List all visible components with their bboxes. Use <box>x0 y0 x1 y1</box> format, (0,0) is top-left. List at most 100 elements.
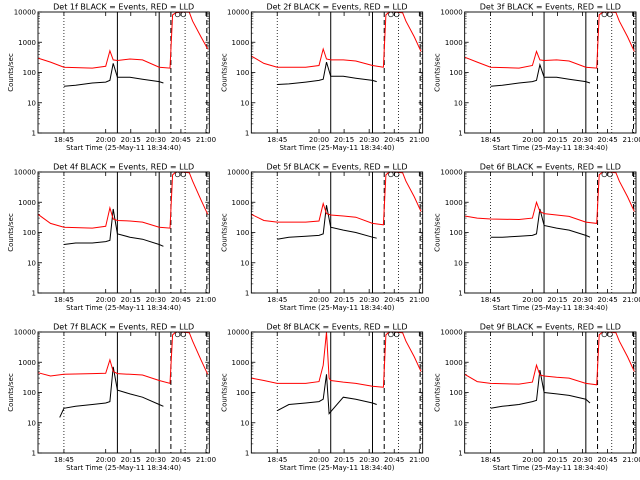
saturation-marker <box>601 171 607 178</box>
saturation-marker <box>394 331 400 338</box>
y-tick-label: 1 <box>458 290 462 298</box>
x-tick-label: 18:45 <box>480 456 500 464</box>
y-tick-label: 10000 <box>440 169 462 177</box>
y-tick-label: 1 <box>32 130 36 138</box>
panel-det-4: Det 4f BLACK = Events, RED = LLD 1 10 100 10… <box>7 163 216 313</box>
saturation-marker <box>601 11 607 18</box>
saturation-marker <box>180 11 187 18</box>
x-tick-label: 18:45 <box>267 136 287 144</box>
y-tick-label: 10000 <box>14 9 36 17</box>
panel-det-1: Det 1f BLACK = Events, RED = LLD 1 10 100 10… <box>7 3 216 153</box>
y-tick-label: 100 <box>236 389 249 397</box>
x-tick-label: 21:00 <box>196 296 216 304</box>
y-tick-label: 1000 <box>18 359 36 367</box>
y-tick-label: 1 <box>245 290 249 298</box>
y-tick-label: 10 <box>240 419 249 427</box>
y-tick-label: 1000 <box>18 39 36 47</box>
plot-frame <box>37 331 210 454</box>
panel-title: Det 3f BLACK = Events, RED = LLD <box>480 3 621 12</box>
series-line-events <box>490 208 591 238</box>
x-tick-label: 18:45 <box>54 136 74 144</box>
y-tick-label: 10 <box>454 99 463 107</box>
x-tick-label: 18:45 <box>480 296 500 304</box>
x-tick-label: 18:45 <box>267 296 287 304</box>
y-axis-label: Counts/sec <box>434 53 442 92</box>
series-line-events <box>277 61 377 85</box>
y-tick-label: 10 <box>240 259 249 267</box>
x-tick-label: 20:30 <box>146 456 166 464</box>
x-tick-label: 20:00 <box>522 456 542 464</box>
saturation-marker <box>180 171 187 178</box>
x-tick-label: 20:30 <box>359 456 379 464</box>
x-tick-label: 20:45 <box>171 136 191 144</box>
x-axis-label: Start Time (25-May-11 18:34:40) <box>493 464 608 472</box>
y-tick-label: 10 <box>27 99 36 107</box>
x-axis-label: Start Time (25-May-11 18:34:40) <box>279 464 394 472</box>
x-tick-label: 20:30 <box>146 136 166 144</box>
y-axis-label: Counts/sec <box>434 213 442 252</box>
x-axis-label: Start Time (25-May-11 18:34:40) <box>493 144 608 152</box>
series-line-lld <box>251 11 422 68</box>
y-tick-label: 100 <box>23 389 36 397</box>
y-tick-label: 10000 <box>14 169 36 177</box>
x-tick-label: 18:45 <box>480 136 500 144</box>
x-tick-label: 20:00 <box>96 136 116 144</box>
y-tick-label: 1000 <box>232 359 250 367</box>
x-tick-label: 20:30 <box>572 456 592 464</box>
series-line-lld <box>37 331 209 385</box>
saturation-marker <box>388 331 394 338</box>
panel-title: Det 7f BLACK = Events, RED = LLD <box>53 323 194 332</box>
y-axis-label: Counts/sec <box>7 213 15 252</box>
series-line-events <box>59 366 164 418</box>
y-tick-label: 1 <box>245 130 249 138</box>
series-line-lld <box>464 171 635 224</box>
saturation-marker <box>174 171 181 178</box>
plot-frame <box>464 171 637 294</box>
plot-frame <box>464 331 637 454</box>
x-tick-label: 20:15 <box>121 296 141 304</box>
series-line-lld <box>251 171 422 226</box>
x-tick-label: 20:45 <box>171 296 191 304</box>
y-tick-label: 10 <box>454 419 463 427</box>
x-tick-label: 20:00 <box>309 456 329 464</box>
x-tick-label: 20:45 <box>171 456 191 464</box>
y-tick-label: 100 <box>449 389 462 397</box>
saturation-marker <box>607 11 613 18</box>
x-tick-label: 20:30 <box>359 136 379 144</box>
panel-det-3: Det 3f BLACK = Events, RED = LLD 1 10 100 10… <box>434 3 640 153</box>
y-axis-label: Counts/sec <box>434 373 442 412</box>
y-tick-label: 1 <box>245 450 249 458</box>
panel-det-9: Det 9f BLACK = Events, RED = LLD 1 10 100 10… <box>434 323 640 473</box>
y-tick-label: 10 <box>27 259 36 267</box>
x-tick-label: 20:15 <box>547 296 567 304</box>
y-tick-label: 1 <box>458 130 462 138</box>
y-tick-label: 1000 <box>445 39 463 47</box>
y-tick-label: 10 <box>240 99 249 107</box>
x-tick-label: 20:15 <box>547 136 567 144</box>
plot-frame <box>464 11 637 134</box>
y-axis-label: Counts/sec <box>7 53 15 92</box>
saturation-marker <box>601 331 607 338</box>
y-axis-label: Counts/sec <box>220 213 228 252</box>
x-tick-label: 20:15 <box>334 456 354 464</box>
x-tick-label: 20:45 <box>384 136 404 144</box>
x-tick-label: 20:00 <box>309 296 329 304</box>
x-tick-label: 21:00 <box>623 296 640 304</box>
x-tick-label: 18:45 <box>54 456 74 464</box>
y-tick-label: 1000 <box>445 199 463 207</box>
y-tick-label: 10000 <box>227 9 249 17</box>
series-line-events <box>490 370 591 409</box>
y-tick-label: 1 <box>32 450 36 458</box>
y-axis-label: Counts/sec <box>7 373 15 412</box>
x-tick-label: 21:00 <box>623 456 640 464</box>
x-axis-label: Start Time (25-May-11 18:34:40) <box>279 144 394 152</box>
x-tick-label: 20:45 <box>597 456 617 464</box>
series-line-lld <box>251 331 422 388</box>
x-tick-label: 20:00 <box>522 296 542 304</box>
x-tick-label: 21:00 <box>409 296 429 304</box>
x-axis-label: Start Time (25-May-11 18:34:40) <box>66 304 181 312</box>
panel-title: Det 4f BLACK = Events, RED = LLD <box>53 163 194 172</box>
x-tick-label: 20:45 <box>597 296 617 304</box>
plot-frame <box>37 11 210 134</box>
